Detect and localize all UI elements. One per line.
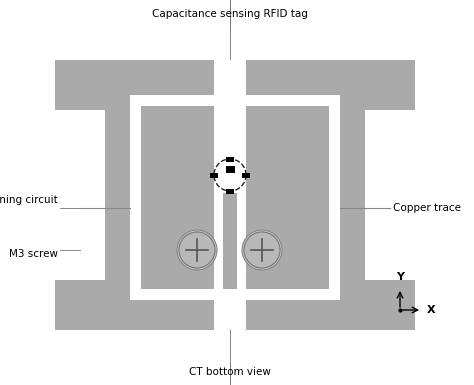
Bar bbox=[226, 157, 234, 162]
Circle shape bbox=[244, 232, 280, 268]
Text: M3 screw: M3 screw bbox=[9, 249, 58, 259]
Bar bbox=[130, 95, 340, 300]
Bar bbox=[214, 280, 246, 330]
Bar bbox=[55, 60, 105, 110]
Text: Y: Y bbox=[396, 272, 404, 282]
Text: Capacitance sensing RFID tag: Capacitance sensing RFID tag bbox=[152, 9, 308, 19]
Text: CT bottom view: CT bottom view bbox=[189, 367, 271, 377]
Text: Copper trace: Copper trace bbox=[393, 203, 461, 213]
Text: Tuning circuit: Tuning circuit bbox=[0, 195, 58, 205]
Circle shape bbox=[177, 230, 217, 270]
Circle shape bbox=[179, 232, 215, 268]
Bar bbox=[214, 60, 246, 110]
Bar bbox=[242, 173, 250, 178]
Bar bbox=[55, 179, 105, 211]
Text: X: X bbox=[427, 305, 436, 315]
Bar bbox=[210, 173, 218, 178]
Bar bbox=[365, 60, 415, 110]
Bar bbox=[105, 60, 365, 330]
Bar bbox=[226, 189, 234, 194]
Bar bbox=[55, 280, 105, 330]
Bar bbox=[214, 300, 246, 330]
Circle shape bbox=[242, 230, 282, 270]
Bar bbox=[365, 179, 415, 211]
Bar bbox=[214, 95, 246, 300]
Bar bbox=[365, 280, 415, 330]
Bar bbox=[223, 193, 237, 289]
Bar bbox=[226, 166, 235, 173]
Bar bbox=[214, 60, 246, 95]
Bar bbox=[141, 106, 329, 289]
